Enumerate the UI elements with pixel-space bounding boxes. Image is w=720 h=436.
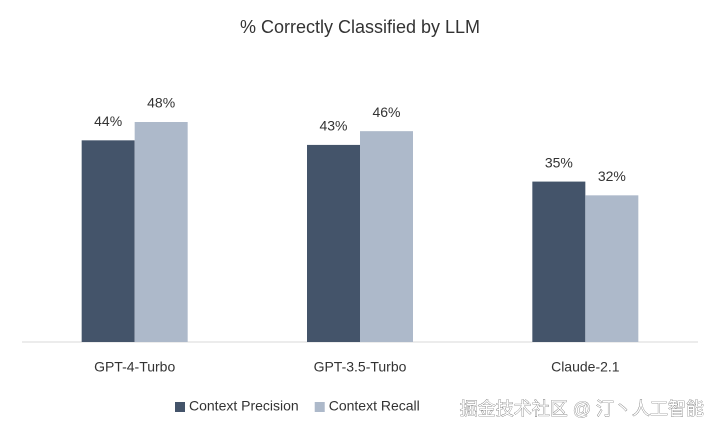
value-label: 46% — [372, 104, 400, 120]
bar — [360, 131, 413, 342]
bar — [307, 144, 360, 342]
x-tick-label: Claude-2.1 — [551, 359, 620, 375]
value-label: 44% — [94, 113, 122, 129]
watermark: 掘金技术社区 @ 汀丶人工智能 — [460, 399, 704, 419]
value-label: 35% — [545, 154, 573, 170]
bar — [532, 181, 586, 342]
bar — [585, 195, 639, 342]
x-tick-label: GPT-4-Turbo — [94, 359, 175, 375]
value-label: 32% — [598, 168, 626, 184]
value-label: 43% — [319, 118, 347, 134]
legend-swatch — [314, 402, 325, 412]
chart-title: % Correctly Classified by LLM — [240, 17, 480, 37]
x-tick-label: GPT-3.5-Turbo — [314, 359, 407, 375]
value-label: 48% — [147, 95, 175, 111]
legend-label: Context Recall — [329, 398, 420, 414]
bar — [134, 122, 188, 342]
bar — [81, 140, 135, 342]
legend-label: Context Precision — [189, 398, 299, 414]
legend-swatch — [175, 402, 185, 412]
